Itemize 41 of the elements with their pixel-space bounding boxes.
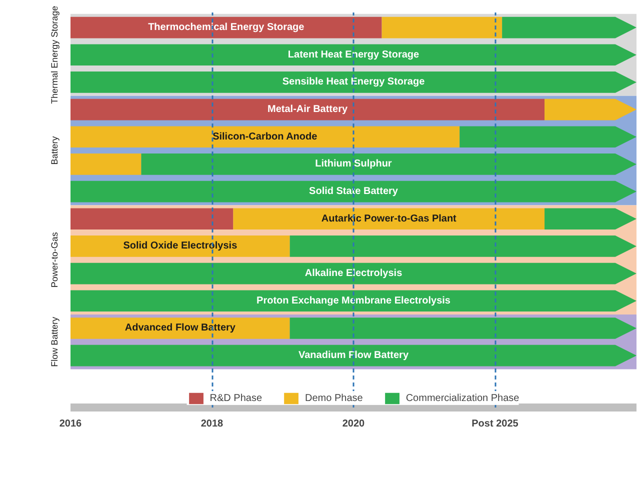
y-tick-label: Proton Exchange Membrane Electrolysis [256, 295, 451, 306]
y-tick-label: Alkaline Electrolysis [304, 268, 403, 280]
bar [70, 154, 142, 175]
bar [70, 180, 636, 202]
y-tick-label: Sensible Heat Energy Storage [282, 76, 426, 88]
y-tick-label: Vanadium Flow Battery [298, 350, 409, 362]
bar [70, 208, 234, 230]
y-tick-label: Advanced Flow Battery [124, 322, 236, 334]
bar [70, 44, 636, 66]
bar [70, 98, 545, 120]
bar [141, 154, 636, 175]
y-tick-label: Silicon-Carbon Anode [212, 131, 318, 142]
x-tick-label: 2020 [342, 418, 366, 430]
y-tick-label: Solid Oxide Electrolysis [123, 240, 238, 252]
bar [290, 318, 636, 339]
legend-label: R&D Phase [210, 392, 262, 404]
x-tick-label: 2018 [200, 418, 224, 430]
y-tick-label: Latent Heat Energy Storage [288, 49, 420, 60]
bar [70, 318, 290, 339]
bar [460, 126, 636, 148]
y-tick-label: Lithium Sulphur [315, 158, 392, 170]
y-tick-label: Metal-Air Battery [268, 104, 348, 116]
bar [70, 290, 636, 312]
y-tick-label: Solid State Battery [309, 186, 398, 198]
bar [70, 236, 290, 257]
y-tick-label: Thermochemical Energy Storage [148, 22, 305, 34]
legend-label: Demo Phase [305, 392, 363, 404]
bar [70, 262, 636, 284]
x-tick-label: Post 2025 [472, 418, 519, 430]
bar [233, 208, 545, 230]
band-label: Power-to-Gas [50, 232, 60, 288]
legend-label: Commercialization Phase [406, 392, 520, 404]
bar [290, 236, 636, 257]
bar [382, 16, 502, 38]
x-tick-label: 2016 [59, 418, 82, 430]
bar [70, 126, 460, 148]
bar [70, 72, 636, 93]
band-label: Battery [50, 136, 60, 165]
y-tick-label: Autarkic Power-to-Gas Plant [321, 213, 458, 224]
band-label: Thermal Energy Storage [50, 6, 60, 104]
band-label: Flow Battery [50, 316, 60, 367]
